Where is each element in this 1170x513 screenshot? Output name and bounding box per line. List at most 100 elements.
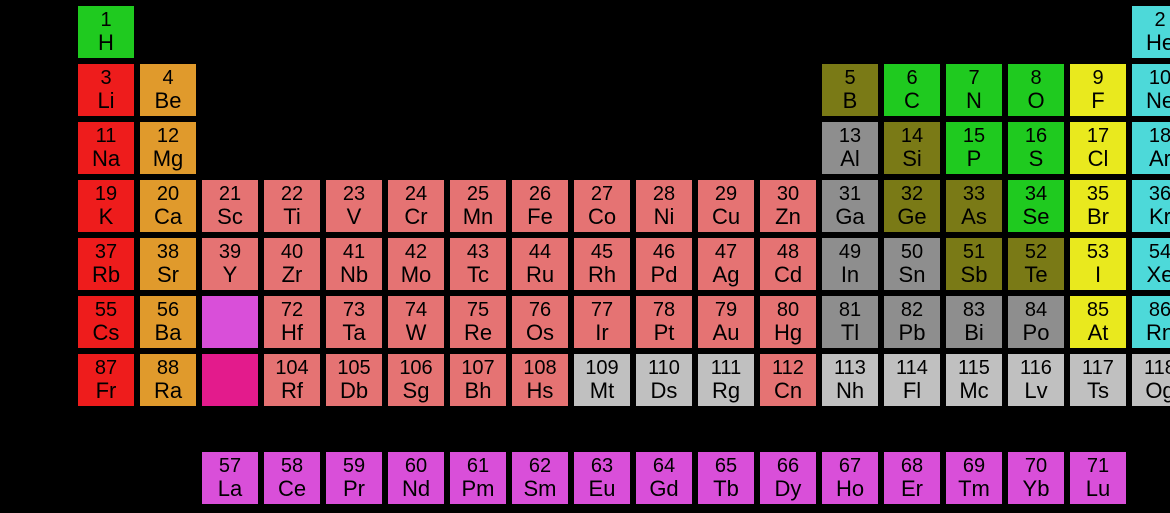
atomic-number: 25 (467, 184, 489, 205)
atomic-number: 16 (1025, 126, 1047, 147)
element-symbol: Nd (402, 477, 430, 500)
atomic-number: 19 (95, 184, 117, 205)
element-Ts: 117Ts (1070, 354, 1126, 406)
atomic-number: 8 (1030, 68, 1041, 89)
element-symbol: Ra (154, 379, 182, 402)
atomic-number: 110 (648, 358, 680, 379)
atomic-number: 61 (467, 456, 489, 477)
atomic-number: 9 (1092, 68, 1103, 89)
element-Sm: 62Sm (512, 452, 568, 504)
element-symbol: Co (588, 205, 616, 228)
element-symbol: Bi (964, 321, 984, 344)
element-In: 49In (822, 238, 878, 290)
element-Mc: 115Mc (946, 354, 1002, 406)
element-Ni: 28Ni (636, 180, 692, 232)
element-symbol: Lv (1024, 379, 1047, 402)
atomic-number: 23 (343, 184, 365, 205)
element-Cr: 24Cr (388, 180, 444, 232)
atomic-number: 45 (591, 242, 613, 263)
element-Tb: 65Tb (698, 452, 754, 504)
atomic-number: 37 (95, 242, 117, 263)
atomic-number: 116 (1020, 358, 1052, 379)
element-symbol: Mg (153, 147, 184, 170)
element-symbol: Eu (589, 477, 616, 500)
atomic-number: 73 (343, 300, 365, 321)
element-symbol: Sc (217, 205, 243, 228)
element-Mt: 109Mt (574, 354, 630, 406)
atomic-number: 46 (653, 242, 675, 263)
atomic-number: 7 (968, 68, 979, 89)
element-symbol: Mo (401, 263, 432, 286)
element-Fl: 114Fl (884, 354, 940, 406)
element-Zn: 30Zn (760, 180, 816, 232)
element-Db: 105Db (326, 354, 382, 406)
atomic-number: 118 (1144, 358, 1170, 379)
element-symbol: Ta (342, 321, 365, 344)
atomic-number: 53 (1087, 242, 1109, 263)
atomic-number: 36 (1149, 184, 1170, 205)
element-symbol: Cd (774, 263, 802, 286)
atomic-number: 41 (343, 242, 365, 263)
element-Cl: 17Cl (1070, 122, 1126, 174)
element-symbol: N (966, 89, 982, 112)
element-symbol: Pr (343, 477, 365, 500)
element-symbol: K (99, 205, 114, 228)
atomic-number: 77 (591, 300, 613, 321)
element-Mo: 42Mo (388, 238, 444, 290)
element-symbol: Hf (281, 321, 303, 344)
element-symbol: Pd (651, 263, 678, 286)
atomic-number: 66 (777, 456, 799, 477)
element-K: 19K (78, 180, 134, 232)
element-symbol: He (1146, 31, 1170, 54)
periodic-table: 1H2He3Li4Be5B6C7N8O9F10Ne11Na12Mg13Al14S… (0, 0, 1170, 513)
element-C: 6C (884, 64, 940, 116)
atomic-number: 104 (275, 358, 308, 379)
element-S: 16S (1008, 122, 1064, 174)
element-Sn: 50Sn (884, 238, 940, 290)
element-Cn: 112Cn (760, 354, 816, 406)
element-symbol: Fl (903, 379, 921, 402)
element-Te: 52Te (1008, 238, 1064, 290)
element-Cu: 29Cu (698, 180, 754, 232)
atomic-number: 82 (901, 300, 923, 321)
element-Gd: 64Gd (636, 452, 692, 504)
atomic-number: 109 (585, 358, 618, 379)
element-symbol: Sg (403, 379, 430, 402)
element-symbol: Tb (713, 477, 739, 500)
atomic-number: 63 (591, 456, 613, 477)
atomic-number: 112 (772, 358, 804, 379)
element-symbol: Os (526, 321, 554, 344)
element-Mn: 25Mn (450, 180, 506, 232)
element-Au: 79Au (698, 296, 754, 348)
element-symbol: Bh (465, 379, 492, 402)
element-Cd: 48Cd (760, 238, 816, 290)
atomic-number: 84 (1025, 300, 1047, 321)
element-He: 2He (1132, 6, 1170, 58)
atomic-number: 3 (100, 68, 111, 89)
element-symbol: Be (155, 89, 182, 112)
element-symbol: Au (713, 321, 740, 344)
atomic-number: 48 (777, 242, 799, 263)
element-symbol: Ba (155, 321, 182, 344)
element-symbol: Po (1023, 321, 1050, 344)
element-symbol: Db (340, 379, 368, 402)
element-symbol: Xe (1147, 263, 1170, 286)
element-symbol: Er (901, 477, 923, 500)
element-symbol: Ge (897, 205, 926, 228)
atomic-number: 56 (157, 300, 179, 321)
atomic-number: 5 (844, 68, 855, 89)
element-Sb: 51Sb (946, 238, 1002, 290)
element-Rf: 104Rf (264, 354, 320, 406)
atomic-number: 26 (529, 184, 551, 205)
element-Ag: 47Ag (698, 238, 754, 290)
element-Ce: 58Ce (264, 452, 320, 504)
element-symbol: Pm (462, 477, 495, 500)
element-Pr: 59Pr (326, 452, 382, 504)
element-symbol: Rb (92, 263, 120, 286)
element-symbol: In (841, 263, 859, 286)
atomic-number: 21 (219, 184, 241, 205)
element-symbol: Pt (654, 321, 675, 344)
element-symbol: Te (1024, 263, 1047, 286)
element-Hf: 72Hf (264, 296, 320, 348)
atomic-number: 27 (591, 184, 613, 205)
